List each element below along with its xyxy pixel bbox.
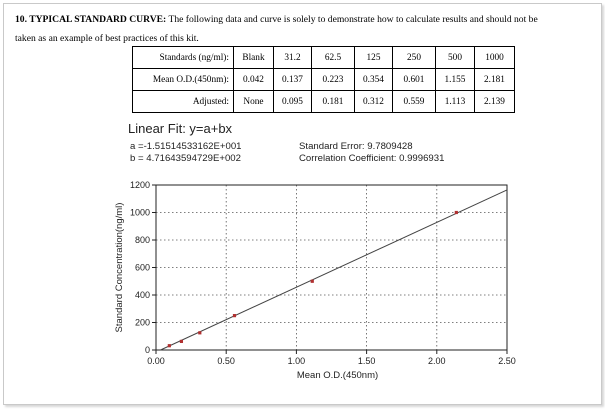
data-point [310,279,314,283]
y-tick-label: 1000 [130,208,150,218]
data-point [232,314,237,318]
y-axis-label: Standard Concentration(ng/ml) [114,203,125,333]
standards-table: Standards (ng/ml): Blank 31.2 62.5 125 2… [132,46,515,113]
x-tick-label: 0.00 [147,356,165,366]
x-tick-label: 2.00 [428,356,446,366]
fit-standard-error: Standard Error: 9.7809428 [299,141,413,152]
y-tick-label: 200 [135,318,150,328]
fit-correlation-coefficient: Correlation Coefficient: 0.9996931 [299,153,445,164]
fit-coefficient-a: a =-1.51514533162E+001 [130,141,242,152]
y-tick-label: 400 [135,290,150,300]
intro-paragraph: 10. TYPICAL STANDARD CURVE: The followin… [15,10,595,48]
standard-curve-chart: 0 200 400 600 800 1000 1200 0.00 0.50 1.00 1.50 2.0… [114,180,516,381]
x-tick-label: 2.50 [498,356,516,366]
y-tick-label: 0 [145,345,150,355]
y-tick-label: 800 [135,235,150,245]
y-tick-label: 600 [135,263,150,273]
x-tick-label: 1.00 [288,356,306,366]
table-row: Adjusted: None 0.095 0.181 0.312 0.559 1… [132,90,515,113]
table-cell: 0.559 [392,90,436,113]
x-axis-label: Mean O.D.(450nm) [297,370,378,381]
data-point [179,339,184,344]
row-label: Adjusted: [132,90,234,113]
x-tick-label: 0.50 [217,356,235,366]
x-tick-label: 1.50 [358,356,376,366]
fit-coefficient-b: b = 4.71643594729E+002 [130,153,241,164]
table-cell: 2.139 [474,90,515,113]
y-tick-label: 1200 [130,180,150,190]
data-point [454,210,458,215]
data-point [167,344,171,348]
intro-text-line2: taken as an example of best practices of… [15,33,199,44]
fit-title: Linear Fit: y=a+bx [128,121,233,136]
fit-line [160,189,508,351]
table-row: Mean O.D.(450nm): 0.042 0.137 0.223 0.35… [132,68,515,91]
data-point [198,331,202,335]
section-heading: 10. TYPICAL STANDARD CURVE: [15,14,167,25]
intro-text: The following data and curve is solely t… [166,14,538,25]
document-page: 10. TYPICAL STANDARD CURVE: The followin… [3,3,602,405]
